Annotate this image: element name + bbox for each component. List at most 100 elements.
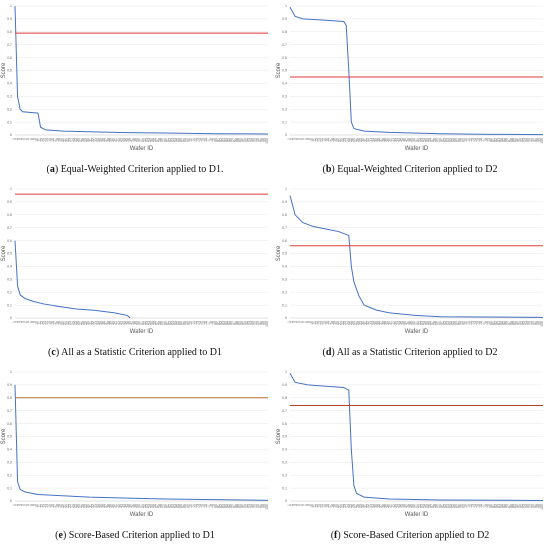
x-tick-label: 79 (486, 138, 490, 142)
x-tick-label: 56 (428, 321, 432, 325)
x-tick-label: 51 (415, 504, 419, 508)
x-tick-label: 43 (394, 138, 398, 142)
x-tick-label: 75 (201, 321, 205, 325)
x-tick-label: 99 (537, 321, 541, 325)
y-tick-label: 0.4 (282, 265, 287, 269)
x-tick-label: 76 (204, 504, 208, 508)
x-tick-label: 42 (117, 504, 121, 508)
x-tick-label: 89 (237, 504, 241, 508)
y-tick-label: 0.9 (282, 383, 287, 387)
x-tick-label: 41 (389, 504, 393, 508)
x-tick-label: 12 (315, 138, 319, 142)
x-tick-label: 2 (290, 321, 294, 323)
x-tick-label: 7 (27, 138, 31, 140)
x-tick-label: 24 (346, 138, 350, 142)
x-tick-label: 23 (68, 321, 72, 325)
y-tick-label: 0.9 (7, 383, 12, 387)
x-tick-label: 44 (122, 504, 126, 508)
x-tick-label: 76 (204, 138, 208, 142)
y-tick-label: 0 (285, 133, 287, 137)
x-tick-label: 68 (183, 138, 187, 142)
y-tick-label: 0.2 (282, 107, 287, 111)
x-tick-label: 46 (402, 504, 406, 508)
x-tick-label: 32 (366, 321, 370, 325)
x-tick-label: 17 (328, 321, 332, 325)
y-tick-label: 0.5 (7, 435, 12, 439)
x-tick-label: 55 (150, 138, 154, 142)
caption-letter-c: c (51, 347, 56, 358)
x-tick-label: 84 (224, 138, 228, 142)
x-tick-label: 18 (55, 321, 59, 325)
x-tick-label: 59 (435, 138, 439, 142)
caption-text-c: All as a Statistic Criterion applied to … (61, 347, 222, 358)
x-tick-label: 32 (366, 138, 370, 142)
x-tick-label: 96 (530, 321, 534, 325)
y-tick-label: 0.8 (7, 213, 12, 217)
y-tick-label: 0.5 (7, 69, 12, 73)
y-tick-label: 0.6 (282, 239, 287, 243)
x-tick-label: 85 (502, 504, 506, 508)
x-axis-title: Wafer ID (130, 512, 154, 518)
x-tick-label: 48 (407, 138, 411, 142)
x-tick-label: 11 (38, 321, 42, 325)
x-tick-label: 16 (325, 504, 329, 508)
x-tick-label: 9 (307, 138, 311, 140)
x-tick-label: 61 (440, 321, 444, 325)
x-tick-label: 51 (415, 138, 419, 142)
x-tick-label: 67 (181, 504, 185, 508)
y-tick-label: 1 (10, 370, 12, 374)
caption-b: (b) Equal-Weighted Criterion applied to … (322, 164, 498, 175)
caption-text-d: All as a Statistic Criterion applied to … (336, 347, 498, 358)
line-chart-c: 00.10.20.30.40.50.60.70.80.9112345678910… (1, 187, 269, 335)
x-tick-label: 95 (252, 504, 256, 508)
x-tick-label: 78 (484, 504, 488, 508)
x-tick-label: 66 (178, 504, 182, 508)
x-tick-label: 23 (68, 504, 72, 508)
x-tick-label: 1 (287, 504, 291, 506)
score-series-line (14, 240, 131, 319)
x-tick-label: 1 (287, 321, 291, 323)
x-tick-label: 47 (130, 321, 134, 325)
x-tick-label: 22 (66, 138, 70, 142)
x-tick-label: 29 (84, 504, 88, 508)
x-tick-label: 70 (463, 321, 467, 325)
x-tick-label: 85 (502, 321, 506, 325)
x-tick-label: 21 (63, 321, 67, 325)
x-tick-label: 47 (405, 504, 409, 508)
x-tick-label: 51 (140, 321, 144, 325)
x-tick-label: 93 (522, 321, 526, 325)
x-tick-label: 34 (96, 321, 100, 325)
x-tick-label: 26 (351, 138, 355, 142)
x-tick-label: 98 (535, 321, 539, 325)
x-tick-label: 39 (109, 138, 113, 142)
y-tick-label: 0.1 (7, 303, 12, 307)
x-tick-label: 18 (55, 504, 59, 508)
x-tick-label: 41 (389, 138, 393, 142)
x-tick-label: 61 (440, 138, 444, 142)
y-tick-label: 0.9 (282, 17, 287, 21)
x-tick-label: 15 (323, 504, 327, 508)
x-tick-label: 68 (183, 504, 187, 508)
x-tick-label: 24 (71, 138, 75, 142)
x-tick-label: 80 (489, 321, 493, 325)
x-tick-label: 64 (173, 321, 177, 325)
x-tick-label: 57 (430, 138, 434, 142)
x-tick-label: 22 (341, 504, 345, 508)
x-tick-label: 53 (420, 321, 424, 325)
x-tick-label: 58 (158, 321, 162, 325)
caption-a: (a) Equal-Weighted Criterion applied to … (46, 164, 224, 175)
x-tick-label: 63 (170, 321, 174, 325)
x-tick-label: 2 (290, 504, 294, 506)
x-tick-label: 1 (287, 138, 291, 140)
caption-text-e: Score-Based Criterion applied to D1 (68, 530, 215, 541)
x-tick-label: 38 (107, 321, 111, 325)
x-tick-label: 22 (341, 138, 345, 142)
x-tick-label: 27 (353, 138, 357, 142)
x-tick-label: 73 (196, 138, 200, 142)
x-tick-label: 9 (307, 504, 311, 506)
x-tick-label: 37 (379, 138, 383, 142)
x-tick-label: 12 (40, 504, 44, 508)
x-tick-label: 68 (183, 321, 187, 325)
x-tick-label: 11 (38, 504, 42, 508)
y-tick-label: 0.1 (7, 486, 12, 490)
